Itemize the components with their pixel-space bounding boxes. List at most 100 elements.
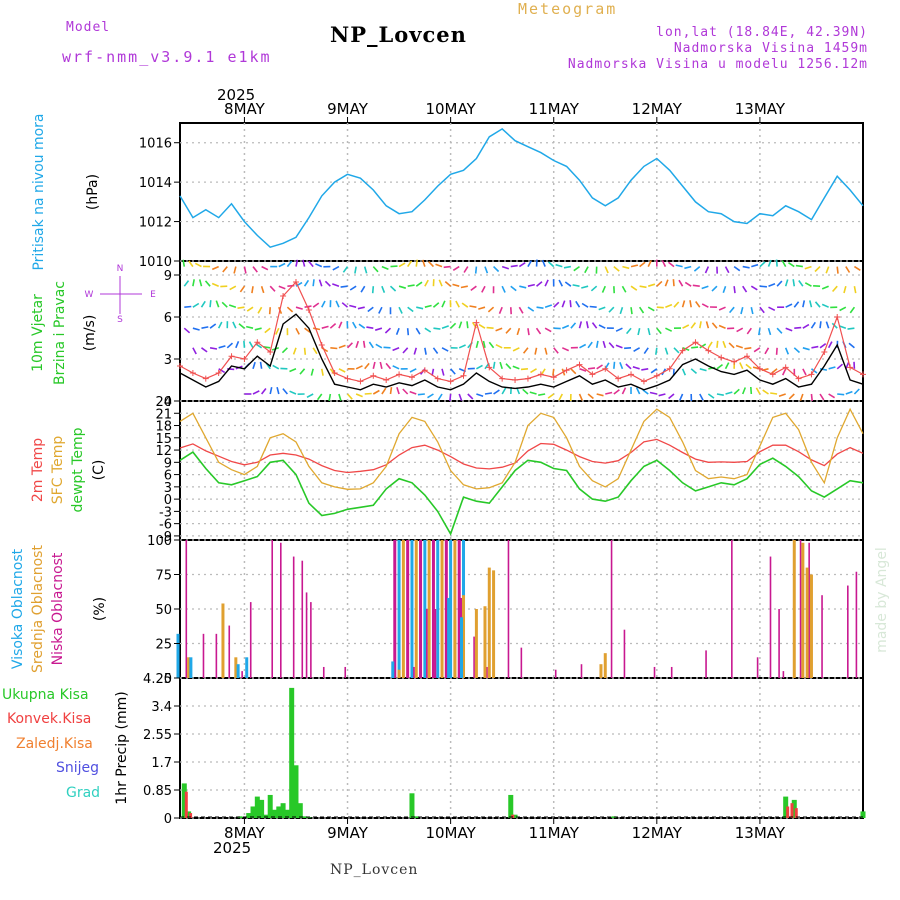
bottom-day-label: 12MAY bbox=[632, 824, 683, 842]
wind-barb bbox=[428, 261, 435, 268]
wind-barb bbox=[701, 285, 709, 290]
wind-barb bbox=[698, 321, 702, 329]
wind-barb bbox=[853, 388, 860, 395]
wind-barb bbox=[536, 281, 543, 287]
wind-barb bbox=[579, 368, 587, 372]
precip-legend-frozen: Zaledj.Kisa bbox=[16, 736, 93, 752]
wind-barb bbox=[246, 306, 254, 312]
wind-barb bbox=[510, 264, 518, 268]
low-cloud-bar bbox=[705, 650, 707, 678]
wind-barb bbox=[802, 323, 810, 329]
wind-barb bbox=[318, 279, 323, 287]
gust-marker bbox=[744, 353, 751, 360]
wind-barb bbox=[315, 263, 323, 268]
wind-barb bbox=[828, 366, 836, 370]
wind-barb bbox=[750, 285, 758, 291]
temperature-ytick-label: 12 bbox=[155, 444, 172, 459]
wind-barb bbox=[476, 393, 484, 397]
total-precip-bar bbox=[246, 813, 252, 818]
wind-barb bbox=[218, 345, 226, 349]
wind-barb bbox=[821, 303, 829, 308]
gust-marker bbox=[460, 372, 467, 379]
gust-marker bbox=[705, 347, 712, 354]
pressure-ytick-label: 1010 bbox=[139, 255, 172, 270]
wind-barb bbox=[751, 263, 759, 268]
cloud-block-bar bbox=[406, 540, 410, 678]
wind-barb bbox=[836, 266, 839, 274]
wind-barb bbox=[432, 302, 440, 308]
wind-barb bbox=[764, 347, 770, 355]
wind-barb bbox=[630, 307, 633, 315]
wind-barb bbox=[346, 393, 353, 400]
wind-barb bbox=[722, 285, 727, 294]
low-cloud-bar bbox=[215, 633, 218, 678]
wind-barb bbox=[303, 279, 310, 287]
cloud-block-bar bbox=[457, 540, 461, 678]
high-cloud-bar bbox=[236, 664, 240, 678]
gust-marker bbox=[202, 375, 209, 382]
wind-barb bbox=[308, 260, 314, 268]
wind-barb bbox=[406, 328, 410, 336]
wind-barb bbox=[733, 286, 736, 294]
total-precip-bar bbox=[284, 809, 290, 818]
gust-marker bbox=[177, 363, 183, 369]
wind-barb bbox=[501, 265, 510, 270]
low-cloud-bar bbox=[808, 542, 810, 678]
wind-barb bbox=[596, 364, 603, 370]
credit-text: made by Angel bbox=[874, 547, 890, 653]
wind-barb bbox=[208, 394, 210, 401]
low-cloud-bar bbox=[653, 666, 656, 678]
wind-barb bbox=[847, 327, 855, 330]
wind-barb bbox=[604, 266, 609, 274]
wind-barb bbox=[409, 390, 417, 395]
temperature-ytick-label: 6 bbox=[164, 469, 172, 484]
gust-marker bbox=[563, 367, 570, 374]
wind-barb bbox=[268, 307, 272, 315]
year-label-bottom: 2025 bbox=[213, 839, 251, 857]
wind-barb bbox=[621, 285, 627, 293]
wind-barb bbox=[605, 391, 613, 395]
temp-ylabel-2: SFC Temp bbox=[50, 436, 66, 505]
wind-barb bbox=[330, 347, 338, 350]
convective-precip-bar bbox=[184, 791, 188, 818]
wind-barb bbox=[724, 266, 730, 274]
wind-barb bbox=[522, 347, 529, 354]
wind-barb bbox=[604, 362, 610, 370]
wind-barb bbox=[222, 266, 228, 273]
wind-barb bbox=[724, 362, 730, 370]
wind-barb bbox=[520, 368, 529, 371]
wind-barb bbox=[402, 347, 409, 354]
wind-barb bbox=[678, 279, 684, 287]
low-cloud-bar bbox=[782, 671, 785, 678]
wind-barb bbox=[478, 306, 486, 310]
wind-barb bbox=[355, 340, 360, 349]
wind-barb bbox=[413, 347, 418, 355]
wind-barb bbox=[321, 325, 329, 329]
wind-barb bbox=[778, 393, 786, 397]
wind-barb bbox=[272, 364, 280, 370]
gust-marker bbox=[653, 372, 660, 379]
wind-barb bbox=[184, 305, 192, 308]
wind-barb bbox=[615, 344, 623, 349]
temperature-ytick-label: -9 bbox=[159, 530, 172, 545]
wind-barb bbox=[668, 393, 675, 400]
wind-barb bbox=[802, 347, 810, 351]
total-precip-bar bbox=[263, 814, 269, 818]
wind-barb bbox=[608, 306, 615, 313]
wind-barb bbox=[793, 347, 801, 354]
wind-barb bbox=[519, 285, 527, 289]
mid-cloud-bar bbox=[453, 620, 457, 678]
cloud-block-bar bbox=[393, 540, 397, 678]
top-day-label: 13MAY bbox=[735, 100, 786, 118]
precip-legend-total: Ukupna Kisa bbox=[2, 687, 89, 703]
wind-barb bbox=[381, 285, 386, 293]
wind-barb bbox=[458, 321, 463, 329]
wind-barb bbox=[853, 265, 861, 271]
wind-barb bbox=[252, 390, 260, 395]
mid-cloud-bar bbox=[487, 567, 491, 678]
wind-barb bbox=[306, 393, 314, 399]
wind-barb bbox=[352, 321, 357, 329]
wind-barb bbox=[466, 321, 469, 329]
wind-barb bbox=[681, 368, 687, 376]
wind-barb bbox=[346, 342, 353, 349]
